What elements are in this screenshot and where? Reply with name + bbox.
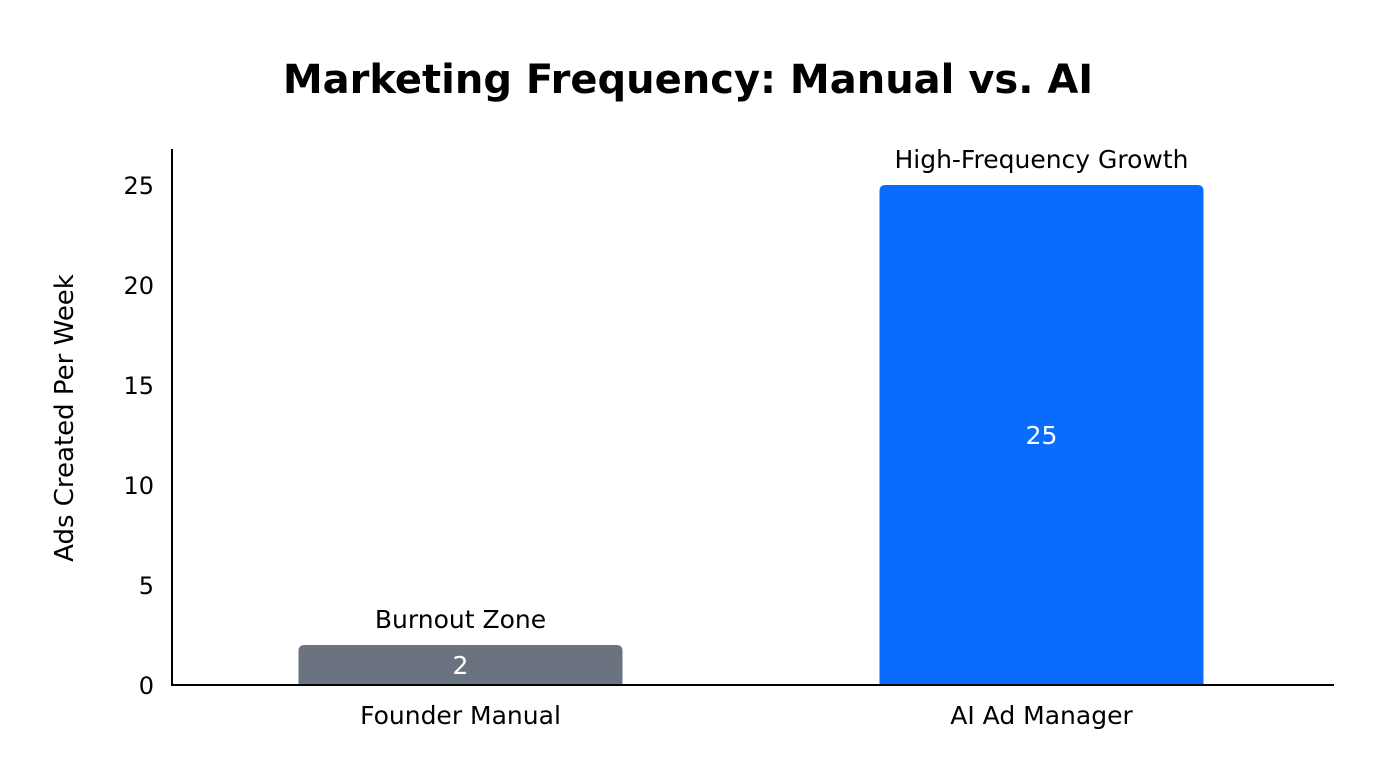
bar xyxy=(298,645,623,685)
y-tick-label: 20 xyxy=(123,272,154,300)
y-tick-label: 10 xyxy=(123,472,154,500)
x-tick-label: AI Ad Manager xyxy=(950,701,1133,730)
bar-annotation: Burnout Zone xyxy=(375,605,546,634)
y-tick-label: 0 xyxy=(139,672,154,700)
chart-title: Marketing Frequency: Manual vs. AI xyxy=(283,57,1093,103)
bar-value-label: 2 xyxy=(453,651,469,680)
y-tick-label: 5 xyxy=(139,572,154,600)
y-tick-label: 15 xyxy=(123,372,154,400)
bar xyxy=(879,185,1204,685)
bar-value-label: 25 xyxy=(1026,421,1058,450)
x-tick-label: Founder Manual xyxy=(360,701,561,730)
bar-annotation: High-Frequency Growth xyxy=(894,145,1188,174)
y-axis-label: Ads Created Per Week xyxy=(50,274,80,562)
y-tick-label: 25 xyxy=(123,172,154,200)
